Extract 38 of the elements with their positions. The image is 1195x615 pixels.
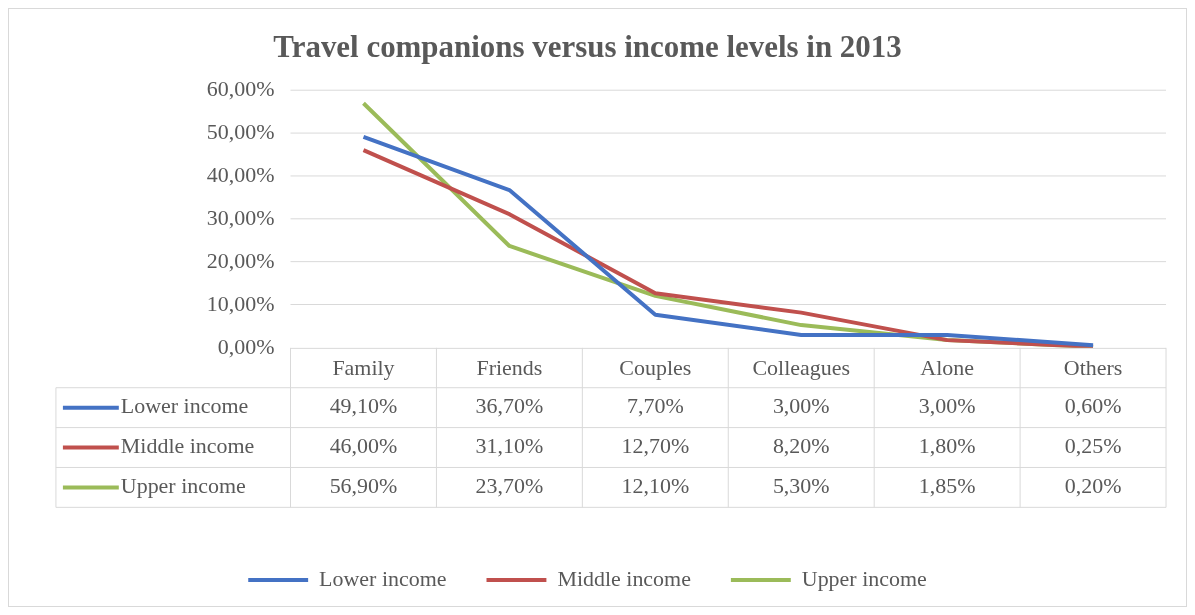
data-label: 31,10% [475,433,544,459]
data-label: 23,70% [475,473,544,499]
data-label: 12,70% [621,433,690,459]
data-label: 0,25% [1064,433,1122,459]
data-label: 5,30% [772,473,830,499]
data-label: 1,85% [918,473,976,499]
y-tick-label: 30,00% [206,204,275,230]
y-tick-label: 40,00% [206,161,275,187]
y-tick-label: 0,00% [217,333,275,359]
data-label: 3,00% [918,393,976,419]
x-tick-label: Friends [476,354,543,380]
x-tick-label: Alone [920,354,974,380]
legend-label: Middle income [120,433,255,459]
text: Upper income [801,565,927,591]
y-tick-label: 60,00% [206,75,275,101]
y-tick-label: 10,00% [206,290,275,316]
x-tick-label: Others [1063,354,1123,380]
text: Middle income [557,565,691,591]
data-label: 56,90% [329,473,398,499]
data-label: 7,70% [626,393,684,419]
data-label: 36,70% [475,393,544,419]
data-label: 0,60% [1064,393,1122,419]
data-label: 46,00% [329,433,398,459]
x-tick-label: Couples [619,354,692,380]
data-label: 1,80% [918,433,976,459]
y-tick-label: 20,00% [206,247,275,273]
chart-title: Travel companions versus income levels in 2013 [273,29,902,65]
y-tick-label: 50,00% [206,118,275,144]
data-label: 49,10% [329,393,398,419]
x-tick-label: Colleagues [752,354,851,380]
legend-label: Lower income [120,393,249,419]
data-label: 8,20% [772,433,830,459]
legend-label: Upper income [120,473,246,499]
data-label: 0,20% [1064,473,1122,499]
x-tick-label: Family [332,354,395,380]
text: Lower income [319,565,447,591]
data-label: 12,10% [621,473,690,499]
data-label: 3,00% [772,393,830,419]
